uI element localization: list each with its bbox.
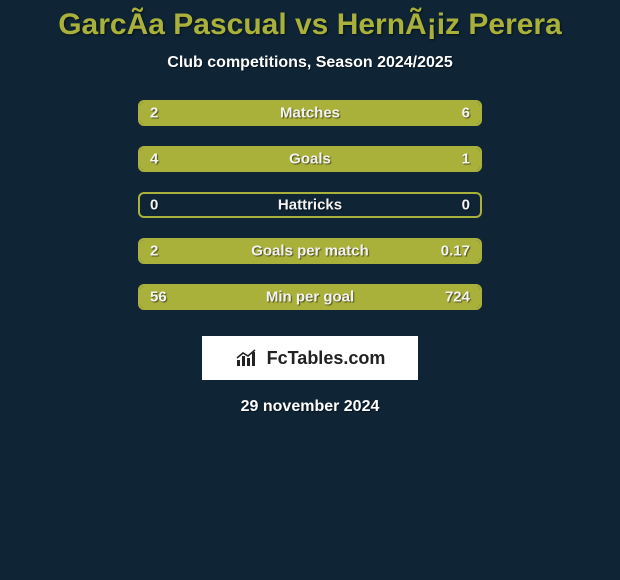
stat-value-left: 0: [150, 197, 158, 214]
stat-value-right: 0.17: [441, 243, 470, 260]
stat-value-right: 1: [462, 151, 470, 168]
bar-segment-left: [140, 148, 412, 170]
stat-value-right: 0: [462, 197, 470, 214]
page-subtitle: Club competitions, Season 2024/2025: [167, 54, 452, 72]
stat-row: 0 Hattricks 0: [138, 192, 482, 218]
stat-label: Matches: [280, 105, 340, 122]
stat-row: 56 Min per goal 724: [138, 284, 482, 310]
stat-row: 2 Matches 6: [138, 100, 482, 126]
stat-bar: 56 Min per goal 724: [138, 284, 482, 310]
brand-badge: FcTables.com: [202, 336, 418, 380]
bar-segment-right: [225, 102, 480, 124]
comparison-card: GarcÃ­a Pascual vs HernÃ¡iz Perera Club …: [0, 0, 620, 416]
stat-label: Goals: [289, 151, 331, 168]
date-text: 29 november 2024: [241, 398, 380, 416]
stat-bar: 4 Goals 1: [138, 146, 482, 172]
page-title: GarcÃ­a Pascual vs HernÃ¡iz Perera: [58, 8, 562, 42]
stat-label: Min per goal: [266, 289, 354, 306]
stat-label: Hattricks: [278, 197, 342, 214]
stat-label: Goals per match: [251, 243, 369, 260]
stat-value-left: 2: [150, 243, 158, 260]
stat-bar: 2 Matches 6: [138, 100, 482, 126]
stat-value-left: 56: [150, 289, 167, 306]
stat-row: 2 Goals per match 0.17: [138, 238, 482, 264]
stat-value-right: 724: [445, 289, 470, 306]
stat-rows: 2 Matches 6 4 Goals 1 0 Hattricks 0 2 Goals per ma…: [138, 100, 482, 330]
stat-value-left: 4: [150, 151, 158, 168]
stat-bar: 2 Goals per match 0.17: [138, 238, 482, 264]
stat-value-right: 6: [462, 105, 470, 122]
chart-icon: [235, 348, 261, 368]
brand-text: FcTables.com: [267, 348, 386, 369]
stat-value-left: 2: [150, 105, 158, 122]
stat-bar: 0 Hattricks 0: [138, 192, 482, 218]
stat-row: 4 Goals 1: [138, 146, 482, 172]
